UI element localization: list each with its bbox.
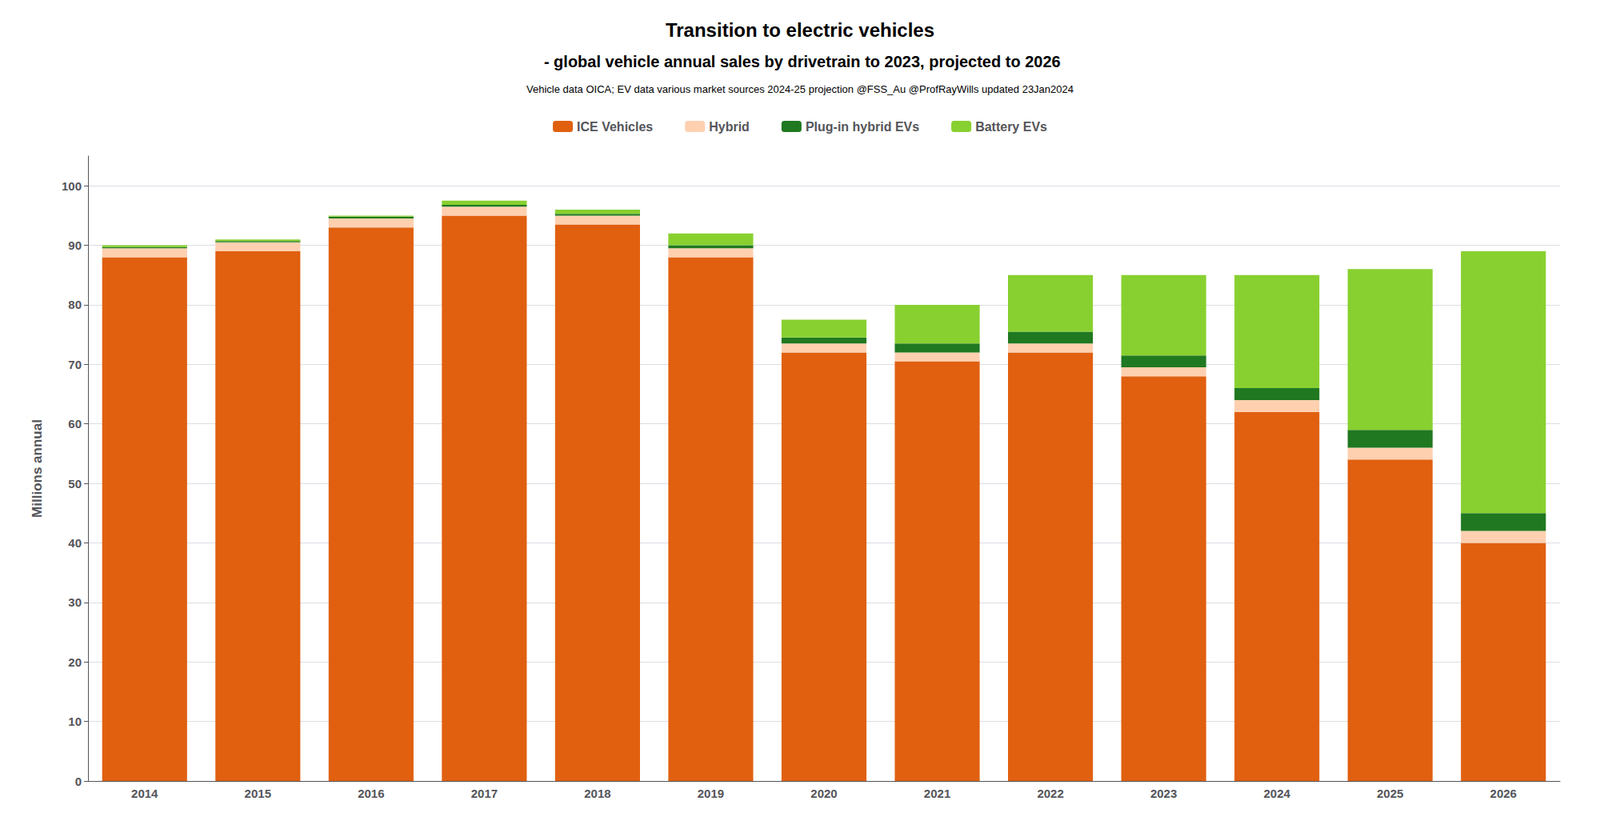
svg-text:Millions annual: Millions annual — [29, 419, 45, 518]
svg-text:Transition to electric vehicle: Transition to electric vehicles — [665, 19, 935, 41]
svg-text:Battery EVs: Battery EVs — [975, 120, 1048, 134]
svg-text:40: 40 — [68, 536, 82, 550]
svg-text:2021: 2021 — [924, 786, 951, 800]
svg-text:2016: 2016 — [357, 786, 384, 800]
svg-text:10: 10 — [68, 714, 82, 728]
svg-text:Plug-in hybrid EVs: Plug-in hybrid EVs — [805, 120, 920, 134]
svg-text:ICE Vehicles: ICE Vehicles — [576, 120, 653, 134]
svg-text:70: 70 — [68, 357, 82, 372]
svg-text:2025: 2025 — [1376, 786, 1404, 800]
svg-text:60: 60 — [68, 416, 82, 431]
svg-text:- global vehicle annual sales: - global vehicle annual sales by drivetr… — [539, 52, 1060, 71]
svg-text:0: 0 — [75, 774, 82, 788]
svg-text:80: 80 — [68, 297, 82, 312]
svg-text:2018: 2018 — [584, 786, 611, 800]
svg-text:2015: 2015 — [244, 786, 272, 800]
svg-text:Hybrid: Hybrid — [708, 120, 750, 134]
svg-text:2022: 2022 — [1036, 786, 1064, 800]
svg-text:90: 90 — [68, 238, 82, 252]
svg-text:2019: 2019 — [697, 786, 724, 800]
svg-text:20: 20 — [68, 655, 82, 669]
svg-text:2017: 2017 — [471, 786, 498, 800]
svg-text:50: 50 — [68, 476, 82, 491]
svg-text:Vehicle data OICA; EV data var: Vehicle data OICA; EV data various marke… — [526, 83, 1074, 96]
svg-text:2026: 2026 — [1490, 786, 1517, 800]
svg-text:2020: 2020 — [810, 786, 837, 800]
svg-text:2023: 2023 — [1150, 786, 1177, 800]
svg-text:2014: 2014 — [131, 786, 159, 800]
svg-text:100: 100 — [61, 179, 82, 193]
svg-text:2024: 2024 — [1263, 786, 1291, 800]
svg-text:30: 30 — [68, 595, 82, 609]
